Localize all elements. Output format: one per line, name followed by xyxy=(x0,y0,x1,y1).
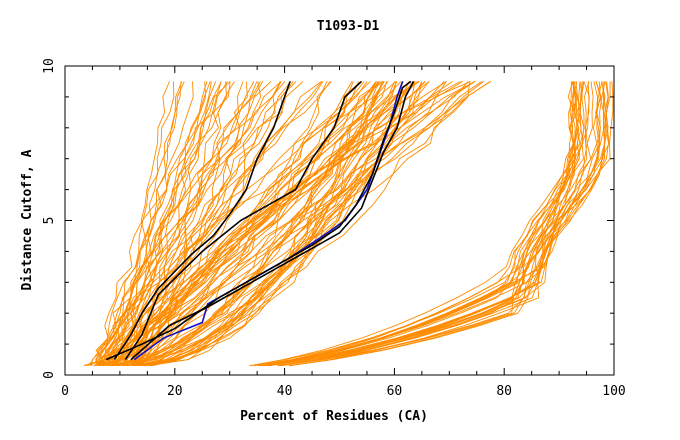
model-curve xyxy=(113,81,380,367)
model-curve xyxy=(102,81,282,367)
reference-curves xyxy=(105,80,415,361)
model-curves xyxy=(83,80,614,367)
model-curve xyxy=(134,81,332,367)
x-tick-label: 80 xyxy=(496,384,512,399)
model-curve xyxy=(115,81,484,367)
x-tick-label: 20 xyxy=(167,384,183,399)
model-curve xyxy=(109,81,294,367)
model-curve xyxy=(114,81,170,366)
model-curve xyxy=(262,81,606,367)
y-tick-label: 5 xyxy=(42,217,57,225)
model-curve xyxy=(253,81,585,367)
model-curve xyxy=(133,81,475,366)
model-curve xyxy=(85,81,382,367)
model-curve xyxy=(95,81,229,366)
x-tick-label: 40 xyxy=(277,384,293,399)
model-curve xyxy=(280,81,603,367)
model-curve xyxy=(103,81,183,367)
model-curve xyxy=(89,81,264,367)
model-curve xyxy=(91,81,420,366)
reference-curve-3 xyxy=(105,80,412,361)
model-curve xyxy=(119,81,231,367)
x-axis-label: Percent of Residues (CA) xyxy=(240,409,428,424)
model-curve xyxy=(124,81,385,366)
model-curve xyxy=(281,81,581,367)
model-curve xyxy=(289,81,575,367)
model-curve xyxy=(100,81,207,367)
model-curve xyxy=(278,81,594,367)
model-curve xyxy=(269,81,602,367)
model-curve xyxy=(109,81,353,367)
model-curve xyxy=(132,81,371,366)
model-curve xyxy=(288,81,574,367)
model-curve xyxy=(257,81,581,367)
model-curve xyxy=(268,81,609,367)
reference-curve-4 xyxy=(130,81,415,361)
model-curve xyxy=(100,81,175,366)
axes: 0 20 40 60 80 100 0 5 10 xyxy=(42,58,626,399)
model-curve xyxy=(116,81,416,367)
model-curve xyxy=(108,81,261,366)
model-curve xyxy=(258,81,583,367)
model-curve xyxy=(115,81,323,366)
x-tick-label: 100 xyxy=(602,384,625,399)
model-curve xyxy=(116,81,286,367)
model-curve xyxy=(120,81,182,367)
y-tick-label: 10 xyxy=(42,58,57,74)
model-curve xyxy=(148,81,410,367)
model-curve xyxy=(111,81,379,367)
x-tick-label: 60 xyxy=(387,384,403,399)
model-curve xyxy=(150,81,388,367)
model-curve xyxy=(125,81,430,367)
reference-curve-1 xyxy=(113,81,291,361)
y-axis-label: Distance Cutoff, A xyxy=(20,149,35,290)
model-curve xyxy=(125,81,377,367)
model-curve xyxy=(136,81,404,367)
reference-curve-2 xyxy=(124,80,363,361)
model-curve xyxy=(289,81,609,367)
model-curve xyxy=(111,81,414,367)
model-curve xyxy=(109,81,212,367)
model-curve xyxy=(125,81,328,367)
model-curve xyxy=(97,81,304,366)
model-curve xyxy=(98,81,194,366)
model-curve xyxy=(263,81,605,367)
model-curve xyxy=(260,81,614,367)
model-curve xyxy=(121,81,453,366)
chart-title: T1093-D1 xyxy=(317,19,380,34)
y-tick-label: 0 xyxy=(42,371,57,379)
model-curve xyxy=(132,81,397,367)
x-tick-label: 0 xyxy=(61,384,69,399)
